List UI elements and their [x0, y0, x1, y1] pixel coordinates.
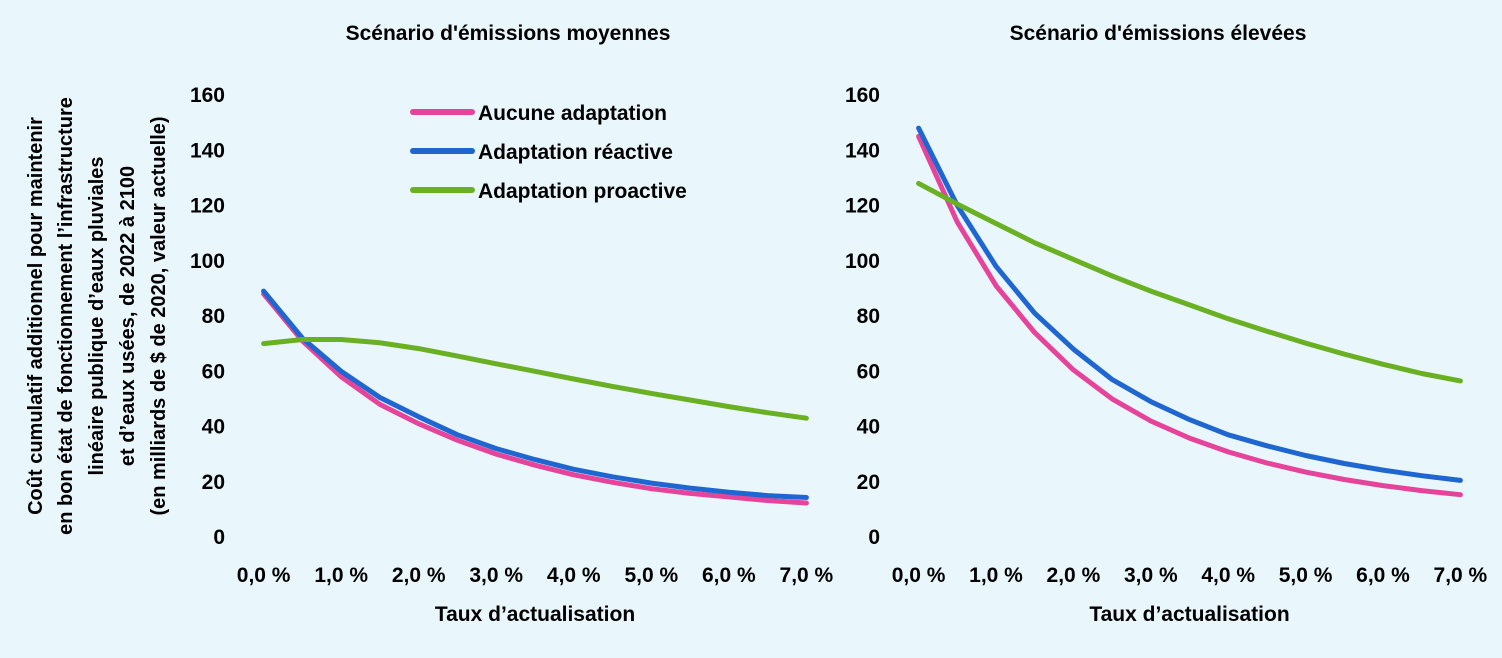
x-tick-label: 2,0 %	[392, 564, 446, 587]
x-tick-label: 7,0 %	[780, 564, 834, 587]
x-tick-label: 6,0 %	[702, 564, 756, 587]
chart-high-emissions: Scénario d'émissions élevées 0 20 40 60 80 100…	[845, 22, 1488, 626]
y-tick-label: 140	[845, 139, 880, 162]
y-tick-label: 160	[845, 84, 880, 107]
series-line-2	[916, 125, 1463, 483]
y-tick-label: 140	[190, 139, 225, 162]
legend-label-2: Adaptation réactive	[478, 141, 673, 164]
x-tick-label: 3,0 %	[1124, 564, 1178, 587]
x-tick-label: 1,0 %	[314, 564, 368, 587]
ylabel-line-4: et d’eaux usées, de 2022 à 2100	[117, 166, 139, 466]
y-tick-label: 20	[202, 471, 225, 494]
x-tick-label: 6,0 %	[1356, 564, 1410, 587]
series-line-3	[261, 337, 809, 421]
x-tick-label: 0,0 %	[237, 564, 291, 587]
chart-title-medium: Scénario d'émissions moyennes	[346, 22, 671, 45]
y-tick-label: 0	[213, 526, 225, 549]
x-tick-label: 2,0 %	[1047, 564, 1101, 587]
x-tick-label: 4,0 %	[1201, 564, 1255, 587]
series-line-2	[261, 288, 809, 500]
ylabel-line-3: linéaire publique d’eaux pluviales	[86, 157, 108, 476]
y-tick-label: 100	[190, 250, 225, 273]
x-axis-label-medium: Taux d’actualisation	[435, 603, 635, 626]
series-line-3	[916, 180, 1463, 384]
y-tick-label: 40	[202, 416, 225, 439]
ylabel-line-5: (en milliards de $ de 2020, valeur actue…	[148, 116, 170, 515]
ylabel-line-1: Coût cumulatif additionnel pour mainteni…	[25, 117, 47, 515]
x-tick-label: 5,0 %	[624, 564, 678, 587]
series-line-1	[261, 291, 809, 506]
y-tick-label: 0	[868, 526, 880, 549]
y-tick-label: 120	[845, 195, 880, 218]
chart-medium-emissions: Scénario d'émissions moyennes 0 20 40 60 80 10…	[190, 22, 834, 626]
x-tick-label: 5,0 %	[1279, 564, 1333, 587]
y-tick-label: 60	[857, 360, 880, 383]
y-tick-label: 80	[202, 305, 225, 328]
legend: Aucune adaptation Adaptation réactive Adap…	[410, 102, 687, 203]
y-tick-label: 40	[857, 416, 880, 439]
x-axis-label-high: Taux d’actualisation	[1089, 603, 1289, 626]
legend-label-1: Aucune adaptation	[478, 102, 667, 125]
chart-title-high: Scénario d'émissions élevées	[1010, 22, 1307, 45]
y-tick-label: 60	[202, 360, 225, 383]
y-axis-label: Coût cumulatif additionnel pour mainteni…	[25, 97, 170, 535]
y-tick-label: 120	[190, 195, 225, 218]
x-tick-label: 7,0 %	[1434, 564, 1488, 587]
x-tick-label: 1,0 %	[969, 564, 1023, 587]
x-tick-label: 4,0 %	[547, 564, 601, 587]
x-tick-label: 0,0 %	[892, 564, 946, 587]
series-line-1	[916, 133, 1463, 498]
y-tick-label: 160	[190, 84, 225, 107]
x-tick-label: 3,0 %	[469, 564, 523, 587]
legend-label-3: Adaptation proactive	[478, 180, 687, 203]
ylabel-line-2: en bon état de fonctionnement l’infrastr…	[55, 97, 77, 535]
y-tick-label: 100	[845, 250, 880, 273]
y-tick-label: 20	[857, 471, 880, 494]
y-tick-label: 80	[857, 305, 880, 328]
